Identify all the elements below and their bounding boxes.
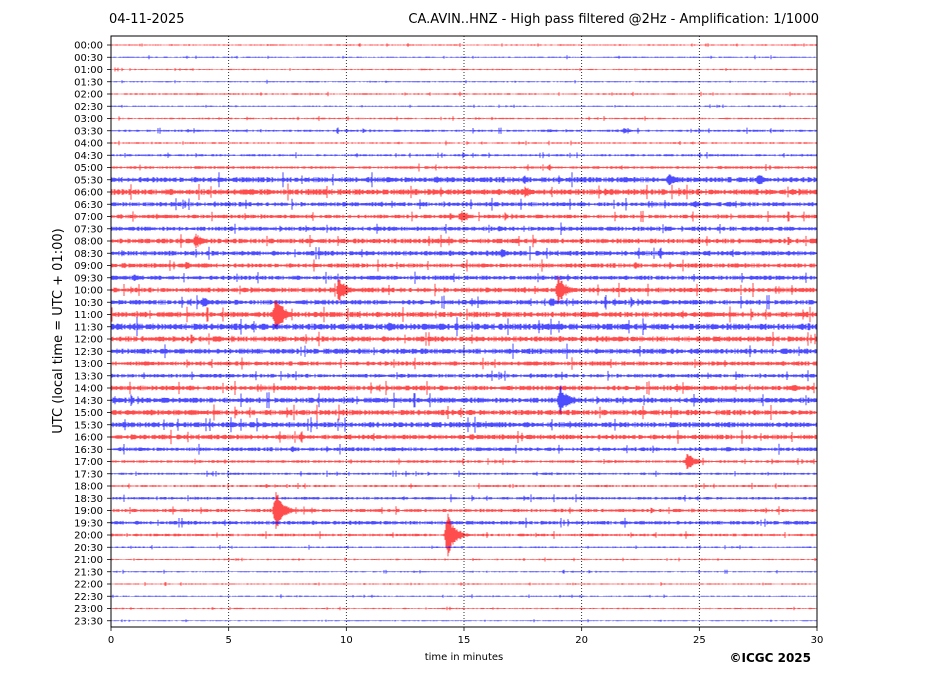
y-tick-label: 01:00	[74, 65, 103, 76]
x-tick-label: 5	[225, 635, 231, 646]
y-tick-label: 15:30	[74, 420, 103, 431]
y-tick-label: 06:30	[74, 200, 103, 211]
y-tick-label: 02:30	[74, 102, 103, 113]
y-tick-label: 18:00	[74, 482, 103, 493]
copyright-credit: ©ICGC 2025	[729, 651, 811, 665]
y-tick-label: 04:00	[74, 139, 103, 150]
y-tick-label: 14:30	[74, 396, 103, 407]
y-tick-label: 04:30	[74, 151, 103, 162]
trace-2030	[110, 544, 818, 550]
y-tick-label: 10:30	[74, 298, 103, 309]
x-tick-label: 20	[575, 635, 588, 646]
y-tick-label: 07:00	[74, 212, 103, 223]
y-tick-label: 22:00	[74, 580, 103, 591]
y-tick-label: 19:30	[74, 518, 103, 529]
trace-0330	[110, 127, 818, 134]
y-tick-label: 08:30	[74, 249, 103, 260]
y-tick-label: 10:00	[74, 286, 103, 297]
x-tick-label: 15	[458, 635, 471, 646]
y-tick-label: 12:00	[74, 335, 103, 346]
plot-frame	[110, 35, 818, 628]
y-tick-label: 01:30	[74, 77, 103, 88]
y-tick-label: 16:00	[74, 433, 103, 444]
time-gridlines	[228, 36, 700, 627]
y-tick-label: 00:00	[74, 41, 103, 52]
x-tick-label: 25	[693, 635, 706, 646]
y-tick-label: 23:30	[74, 616, 103, 627]
y-tick-label: 21:30	[74, 567, 103, 578]
x-axis-ticks: 0 5 10 15 20 25 30	[108, 627, 824, 646]
y-tick-label: 09:00	[74, 261, 103, 272]
y-tick-label: 14:00	[74, 384, 103, 395]
y-tick-label: 05:30	[74, 175, 103, 186]
y-tick-label: 22:30	[74, 592, 103, 603]
trace-1430	[110, 385, 818, 415]
trace-0430	[110, 152, 818, 159]
y-tick-label: 03:30	[74, 126, 103, 137]
y-tick-label: 11:30	[74, 322, 103, 333]
trace-1500	[110, 404, 818, 421]
y-tick-label: 03:00	[74, 114, 103, 125]
trace-0500	[110, 163, 818, 172]
y-tick-label: 12:30	[74, 347, 103, 358]
y-tick-label: 19:00	[74, 506, 103, 517]
y-tick-label: 16:30	[74, 445, 103, 456]
y-tick-label: 08:00	[74, 237, 103, 248]
y-tick-label: 17:30	[74, 469, 103, 480]
y-tick-label: 13:30	[74, 371, 103, 382]
y-tick-label: 00:30	[74, 53, 103, 64]
y-tick-label: 06:00	[74, 188, 103, 199]
y-tick-label: 15:00	[74, 408, 103, 419]
x-tick-label: 30	[811, 635, 824, 646]
y-tick-label: 13:00	[74, 359, 103, 370]
y-tick-label: 02:00	[74, 90, 103, 101]
y-tick-label: 21:00	[74, 555, 103, 566]
y-axis-label: UTC (local time = UTC + 01:00)	[51, 228, 66, 433]
plot-title: CA.AVIN..HNZ - High pass filtered @2Hz -…	[408, 12, 819, 27]
y-tick-label: 17:00	[74, 457, 103, 468]
plot-date: 04-11-2025	[109, 12, 185, 27]
y-tick-label: 20:30	[74, 543, 103, 554]
x-tick-label: 10	[340, 635, 353, 646]
y-tick-label: 05:00	[74, 163, 103, 174]
y-tick-label: 09:30	[74, 273, 103, 284]
y-tick-label: 07:30	[74, 224, 103, 235]
trace-0230	[110, 104, 818, 109]
trace-1530	[110, 416, 818, 433]
y-tick-label: 11:00	[74, 310, 103, 321]
x-axis-label: time in minutes	[425, 652, 504, 663]
y-tick-label: 18:30	[74, 494, 103, 505]
x-tick-label: 0	[108, 635, 114, 646]
trace-1600	[110, 429, 818, 445]
y-tick-label: 20:00	[74, 531, 103, 542]
y-tick-label: 23:00	[74, 604, 103, 615]
